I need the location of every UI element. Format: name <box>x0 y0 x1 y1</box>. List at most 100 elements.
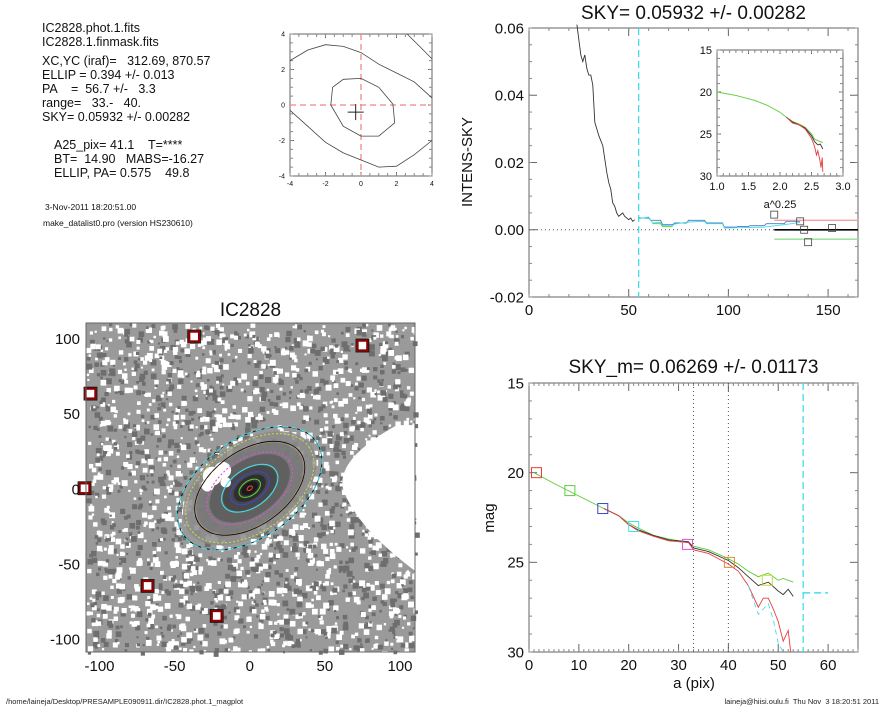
image-speckle <box>181 375 185 378</box>
image-speckle <box>365 638 370 643</box>
image-speckle <box>294 567 299 571</box>
image-speckle <box>343 584 348 589</box>
image-speckle <box>161 591 165 595</box>
image-speckle <box>233 377 238 381</box>
image-speckle <box>333 591 337 595</box>
image-speckle <box>297 628 303 635</box>
image-speckle <box>185 638 192 644</box>
image-speckle <box>298 614 303 619</box>
image-speckle <box>139 475 146 481</box>
image-speckle <box>110 533 114 537</box>
image-speckle <box>189 424 194 429</box>
image-speckle <box>336 392 339 395</box>
image-speckle <box>180 542 184 545</box>
image-speckle <box>279 387 283 391</box>
image-speckle <box>178 378 184 384</box>
image-speckle <box>168 576 173 581</box>
image-speckle <box>163 408 167 412</box>
image-speckle <box>103 447 107 451</box>
image-speckle <box>153 424 160 430</box>
image-speckle <box>372 563 379 570</box>
image-speckle <box>159 480 165 486</box>
image-speckle <box>205 583 212 589</box>
image-speckle <box>129 621 133 625</box>
image-speckle <box>127 464 133 470</box>
image-speckle <box>228 611 231 614</box>
image-x-tick-label: 100 <box>387 658 412 675</box>
image-speckle <box>343 430 348 435</box>
masked-star-marker <box>78 482 91 495</box>
image-speckle <box>248 347 254 354</box>
image-speckle <box>87 558 94 565</box>
image-speckle <box>316 436 321 441</box>
image-speckle <box>400 335 405 339</box>
image-speckle <box>269 333 273 338</box>
image-speckle <box>280 633 284 638</box>
image-speckle <box>106 505 110 509</box>
image-speckle <box>410 595 414 600</box>
image-speckle <box>196 370 201 374</box>
image-speckle <box>250 346 254 349</box>
image-speckle <box>271 409 275 413</box>
image-speckle <box>128 489 131 492</box>
image-speckle <box>146 408 150 412</box>
image-speckle <box>276 395 281 401</box>
image-speckle <box>124 515 128 520</box>
image-speckle <box>372 596 377 602</box>
image-speckle <box>141 458 147 464</box>
sky-ylabel: INTENS-SKY <box>459 117 476 207</box>
image-speckle <box>286 585 292 591</box>
image-speckle <box>399 405 406 411</box>
image-speckle <box>292 524 299 531</box>
image-speckle <box>314 515 321 522</box>
image-speckle <box>201 369 207 375</box>
image-speckle <box>187 580 193 586</box>
image-speckle <box>380 346 387 353</box>
image-speckle <box>192 583 196 586</box>
image-speckle <box>320 584 325 589</box>
image-speckle <box>386 580 391 585</box>
y-tick-label: 15 <box>507 375 524 392</box>
image-speckle <box>261 391 268 398</box>
image-speckle <box>372 545 378 551</box>
image-speckle <box>373 367 378 372</box>
image-speckle <box>333 383 339 389</box>
image-speckle <box>301 419 306 424</box>
image-speckle <box>104 357 110 362</box>
image-speckle <box>168 475 174 481</box>
image-speckle <box>190 380 193 383</box>
image-speckle <box>206 378 210 382</box>
image-speckle <box>176 449 181 453</box>
sky-marker <box>796 217 805 226</box>
image-speckle <box>153 488 160 495</box>
image-speckle <box>247 616 252 621</box>
image-speckle <box>320 346 325 352</box>
image-speckle <box>227 422 233 428</box>
image-speckle <box>322 401 328 407</box>
image-speckle <box>410 336 414 341</box>
image-speckle <box>377 379 381 383</box>
image-speckle <box>303 547 308 552</box>
image-speckle <box>118 424 123 429</box>
inset-series-black <box>786 116 824 150</box>
image-speckle <box>365 323 369 327</box>
sky-series-profile <box>576 24 635 222</box>
x-tick-label: 0 <box>525 302 533 319</box>
image-speckle <box>174 533 179 538</box>
image-speckle <box>345 510 349 514</box>
masked-blob <box>201 478 214 492</box>
image-speckle <box>261 346 267 352</box>
image-title: IC2828 <box>220 300 281 321</box>
image-speckle <box>165 646 168 649</box>
image-speckle <box>139 492 142 495</box>
image-speckle <box>333 471 339 477</box>
image-speckle <box>330 515 333 518</box>
image-speckle <box>131 470 136 476</box>
image-speckle <box>291 546 298 553</box>
image-speckle <box>154 561 161 567</box>
image-speckle <box>282 392 287 396</box>
image-speckle <box>162 528 168 535</box>
image-speckle <box>373 332 379 338</box>
image-speckle <box>185 420 191 426</box>
image-speckle <box>399 579 406 586</box>
